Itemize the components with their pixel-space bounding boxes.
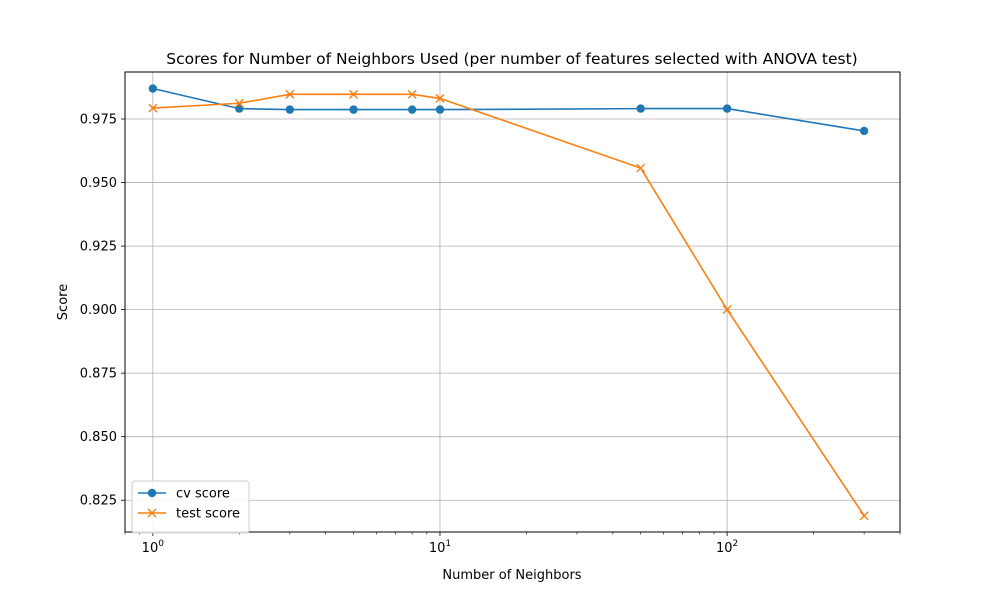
- grid: [125, 72, 900, 532]
- y-tick-label: 0.850: [80, 430, 117, 445]
- y-axis-label: Score: [56, 284, 71, 320]
- legend-marker-1: [147, 488, 157, 498]
- x-tick-label: 102: [716, 539, 738, 556]
- legend-marker-2: [147, 508, 157, 518]
- legend: cv score test score: [131, 480, 250, 534]
- legend-box: [131, 480, 250, 534]
- legend-label-1: cv score: [176, 487, 230, 502]
- x-tick-label: 100: [142, 539, 165, 556]
- x-tick-label: 101: [429, 539, 451, 556]
- series-2-point: [636, 163, 646, 173]
- series-2-point: [722, 305, 732, 315]
- x-tick-base: 10: [716, 541, 733, 556]
- x-tick-exponent: 0: [158, 539, 164, 549]
- x-tick-exponent: 1: [445, 539, 451, 549]
- y-tick-label: 0.900: [80, 303, 117, 318]
- y-tick-label: 0.875: [80, 367, 117, 382]
- legend-label-2: test score: [176, 507, 240, 522]
- y-tick-label: 0.950: [80, 176, 117, 191]
- plot-frame: [124, 71, 901, 533]
- series-2-point: [349, 89, 359, 99]
- series-2-point: [435, 93, 445, 103]
- series-1-point: [235, 104, 244, 113]
- series-1-point: [722, 104, 732, 113]
- chart-title: Scores for Number of Neighbors Used (per…: [166, 50, 857, 68]
- series-2-point: [234, 98, 244, 108]
- x-tick-base: 10: [142, 541, 159, 556]
- series-2-point: [148, 103, 158, 113]
- y-tick-label: 0.825: [80, 494, 117, 509]
- series-1-point: [636, 104, 645, 113]
- x-tick-base: 10: [429, 541, 446, 556]
- series-layer: [148, 84, 869, 521]
- series-1-point: [285, 105, 295, 114]
- series-1-point: [148, 84, 158, 93]
- y-tick-label: 0.925: [80, 240, 117, 255]
- y-tick-label: 0.975: [80, 113, 117, 128]
- series-1-point: [435, 105, 445, 114]
- series-2-point: [285, 89, 295, 99]
- series-1-point: [859, 126, 869, 136]
- series-1-point: [349, 105, 358, 114]
- series-2-point: [859, 511, 869, 521]
- series-1-point: [407, 105, 417, 114]
- series-2-point: [407, 89, 417, 99]
- x-axis-label: Number of Neighbors: [442, 568, 581, 583]
- x-tick-exponent: 2: [733, 539, 739, 549]
